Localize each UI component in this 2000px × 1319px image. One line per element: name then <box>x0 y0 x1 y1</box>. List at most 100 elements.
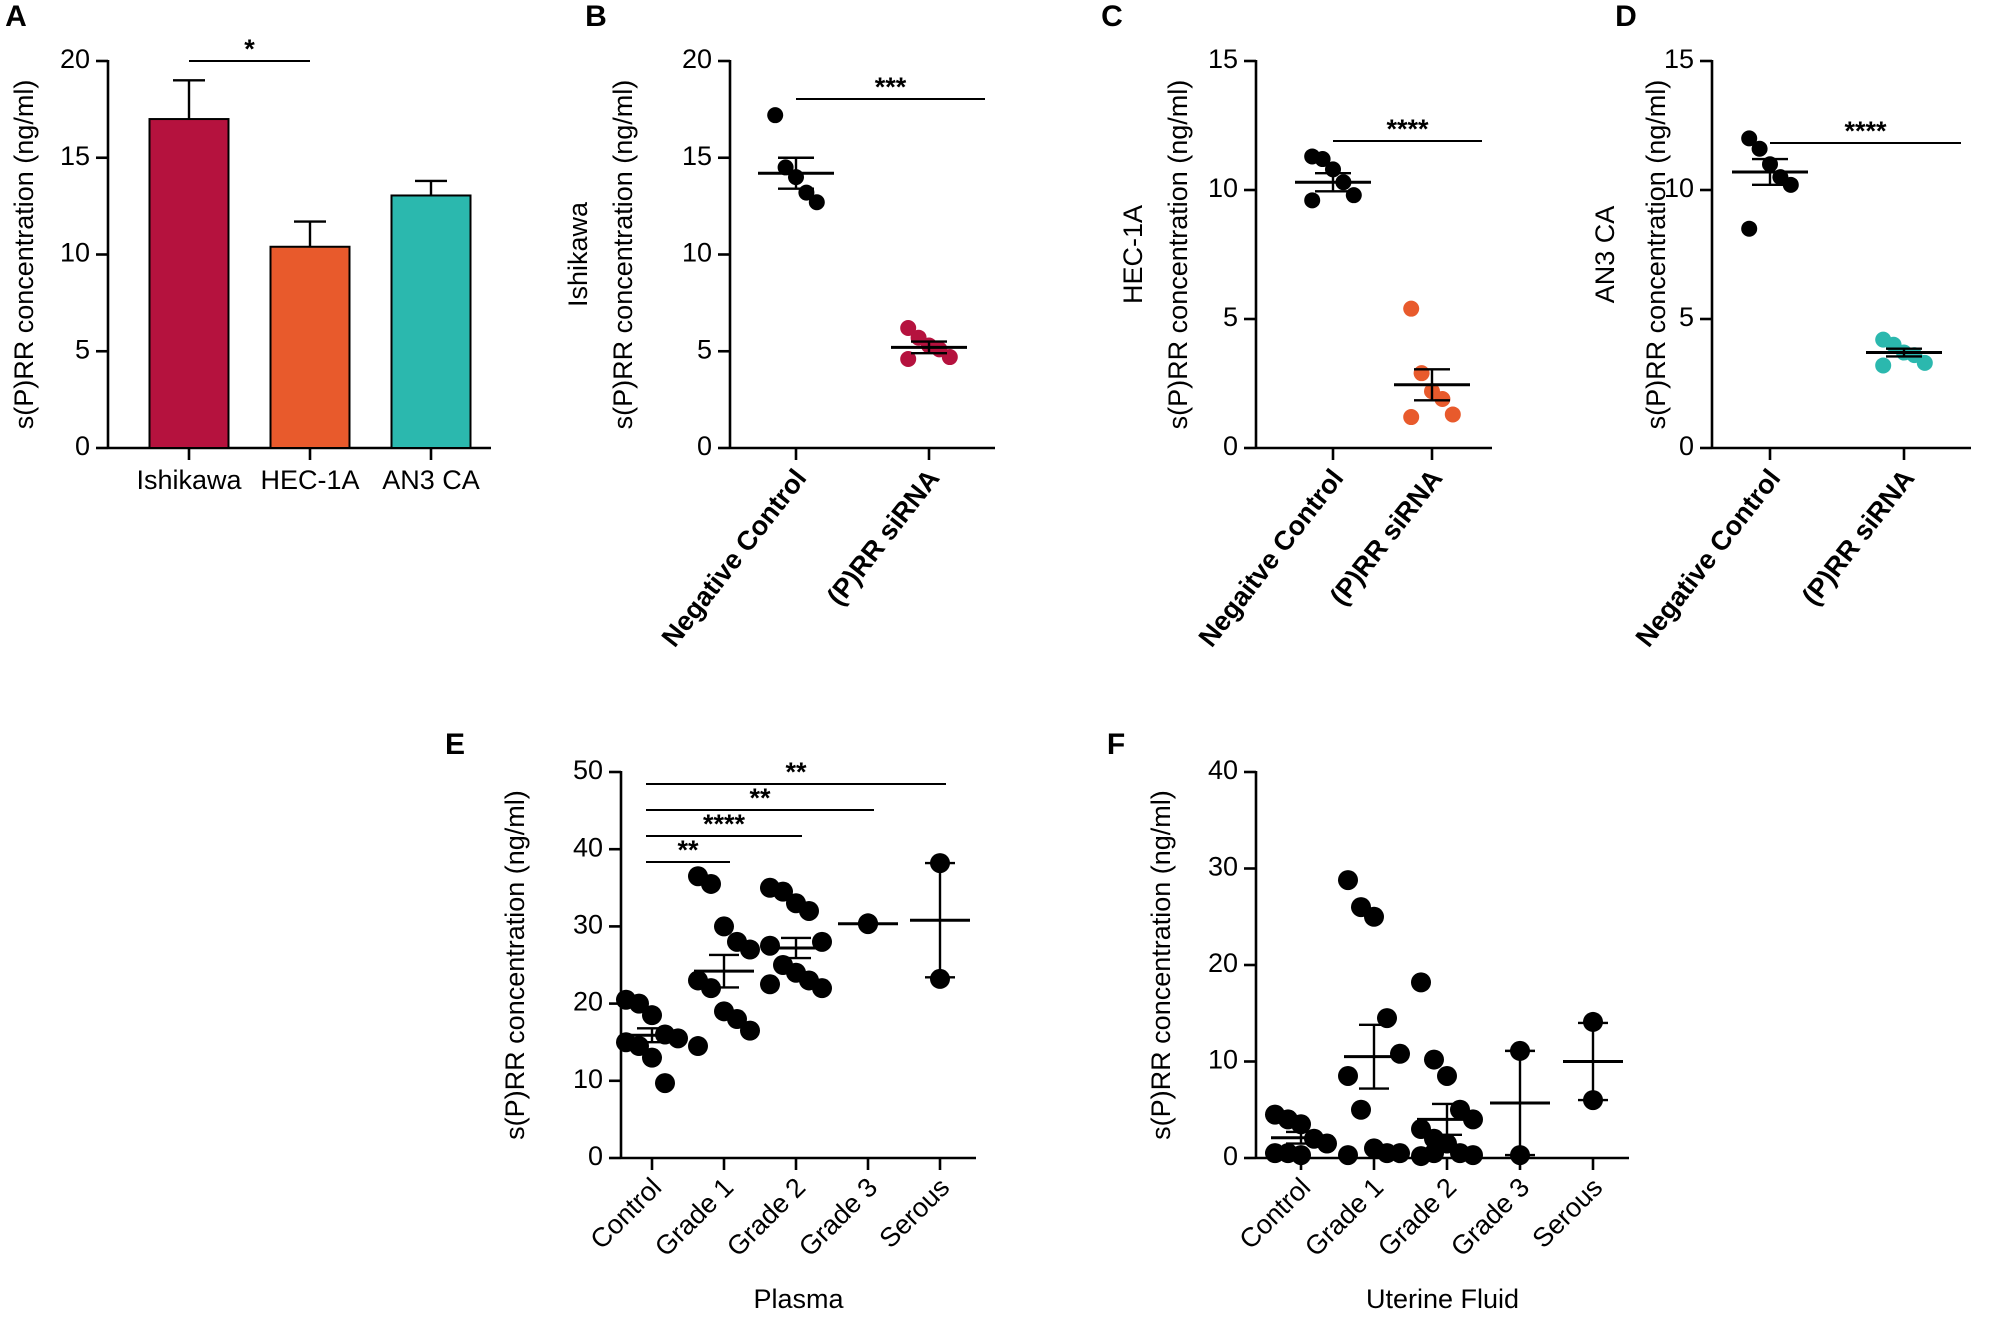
error-bar <box>1286 1130 1316 1145</box>
data-point <box>655 1073 675 1094</box>
y-tick-label: 30 <box>573 910 603 940</box>
data-point <box>1345 187 1362 204</box>
data-point <box>1434 390 1451 407</box>
y-tick-label: 15 <box>1664 44 1694 74</box>
x-tick-label: Ishikawa <box>136 465 242 495</box>
y-tick-label: 10 <box>1208 1045 1238 1075</box>
data-point <box>740 939 760 960</box>
data-point <box>1364 906 1384 927</box>
data-point <box>1338 1145 1358 1166</box>
data-point <box>668 1028 688 1049</box>
error-bar <box>925 861 955 979</box>
y-axis-label: HEC-1A <box>1118 205 1148 304</box>
data-point <box>1741 220 1758 237</box>
y-axis-label: s(P)RR concentration (ng/ml) <box>1163 80 1193 430</box>
y-tick-label: 40 <box>573 832 603 862</box>
panel-letter: A <box>5 0 27 33</box>
y-tick-label: 0 <box>697 431 712 461</box>
y-tick-label: 10 <box>682 238 712 268</box>
x-tick-label: Grade 2 <box>721 1172 811 1262</box>
significance-label: *** <box>875 72 907 102</box>
data-point <box>900 320 917 337</box>
data-point <box>1403 300 1420 317</box>
x-tick-label: (P)RR siRNA <box>1796 464 1920 611</box>
error-bar <box>709 953 739 989</box>
data-point <box>1314 151 1331 168</box>
data-point <box>642 1005 662 1026</box>
data-point <box>799 900 819 921</box>
data-point <box>1875 357 1892 374</box>
error-bar <box>1752 157 1788 187</box>
panel: As(P)RR concentration (ng/ml) 0 5 10 15 20 Ish… <box>5 0 491 495</box>
panel-letter: F <box>1107 728 1125 761</box>
data-point <box>930 968 950 989</box>
panel: B Ishikawa s(P)RR concentration (ng/ml) 0 5 1… <box>563 0 995 652</box>
data-point <box>1291 1114 1311 1135</box>
error-bar <box>911 340 947 355</box>
x-tick-label: Grade 1 <box>1299 1172 1389 1262</box>
data-point <box>760 974 780 995</box>
bar <box>148 118 230 450</box>
x-tick-label: Negative Control <box>656 464 813 653</box>
x-tick-label: HEC-1A <box>260 465 359 495</box>
data-point <box>714 916 734 937</box>
data-point <box>777 159 794 176</box>
y-axis-label: s(P)RR concentration (ng/ml) <box>500 790 530 1140</box>
y-tick-label: 15 <box>1208 44 1238 74</box>
y-tick-label: 20 <box>573 987 603 1017</box>
y-tick-label: 30 <box>1208 852 1238 882</box>
y-tick-label: 0 <box>1223 431 1238 461</box>
error-bar <box>1359 1023 1389 1090</box>
data-point <box>1390 1143 1410 1164</box>
error-bar <box>778 156 814 190</box>
y-tick-label: 10 <box>1208 173 1238 203</box>
y-tick-label: 5 <box>1223 302 1238 332</box>
x-tick-label: Negaitve Control <box>1193 464 1350 653</box>
significance-label: * <box>244 34 255 64</box>
x-axis-label: Uterine Fluid <box>1366 1284 1519 1314</box>
y-tick-label: 5 <box>697 334 712 364</box>
data-point <box>1291 1145 1311 1166</box>
y-tick-label: 15 <box>682 141 712 171</box>
y-tick-label: 10 <box>1664 173 1694 203</box>
bar <box>269 245 351 449</box>
y-tick-label: 0 <box>588 1141 603 1171</box>
panel: D AN3 CA s(P)RR concentration (ng/ml) 0 5 10 1… <box>1590 0 1971 652</box>
data-point <box>1424 1143 1444 1164</box>
data-point <box>773 881 793 902</box>
y-tick-label: 20 <box>60 44 90 74</box>
data-point <box>1444 406 1461 423</box>
data-point <box>1411 972 1431 993</box>
error-bar <box>781 936 811 960</box>
y-tick-label: 10 <box>573 1064 603 1094</box>
data-point <box>1413 365 1430 382</box>
error-bar <box>1315 172 1351 193</box>
data-point <box>1338 870 1358 891</box>
y-tick-label: 5 <box>1679 302 1694 332</box>
error-bar <box>1886 347 1922 358</box>
data-point <box>642 1047 662 1068</box>
data-point <box>808 194 825 211</box>
panel-letter: D <box>1615 0 1637 33</box>
data-point <box>1304 192 1321 209</box>
bar <box>390 194 472 449</box>
data-point <box>1751 140 1768 157</box>
y-axis-label: s(P)RR concentration (ng/ml) <box>9 80 39 430</box>
x-tick-label: (P)RR siRNA <box>821 464 945 611</box>
x-axis-label: Plasma <box>753 1284 844 1314</box>
data-point <box>1424 1049 1444 1070</box>
significance-label: **** <box>703 809 746 839</box>
significance-label: ** <box>785 757 807 787</box>
y-tick-label: 20 <box>1208 948 1238 978</box>
y-tick-label: 0 <box>1679 431 1694 461</box>
y-tick-label: 10 <box>60 238 90 268</box>
data-point <box>1390 1043 1410 1064</box>
data-point <box>1351 1099 1371 1120</box>
x-tick-label: Grade 2 <box>1372 1172 1462 1262</box>
y-tick-label: 20 <box>682 44 712 74</box>
data-point <box>941 349 958 366</box>
data-point <box>1916 354 1933 371</box>
y-tick-label: 0 <box>75 431 90 461</box>
error-bar <box>1505 1049 1535 1157</box>
y-tick-label: 15 <box>60 141 90 171</box>
